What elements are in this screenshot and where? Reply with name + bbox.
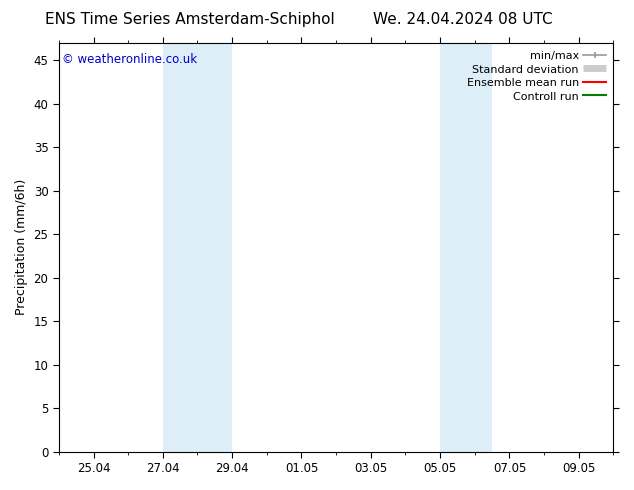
Y-axis label: Precipitation (mm/6h): Precipitation (mm/6h) [15,179,28,315]
Text: ENS Time Series Amsterdam-Schiphol: ENS Time Series Amsterdam-Schiphol [45,12,335,27]
Text: We. 24.04.2024 08 UTC: We. 24.04.2024 08 UTC [373,12,553,27]
Legend: min/max, Standard deviation, Ensemble mean run, Controll run: min/max, Standard deviation, Ensemble me… [465,48,608,104]
Text: © weatheronline.co.uk: © weatheronline.co.uk [61,53,197,66]
Bar [440,43,492,452]
Bar [163,43,232,452]
